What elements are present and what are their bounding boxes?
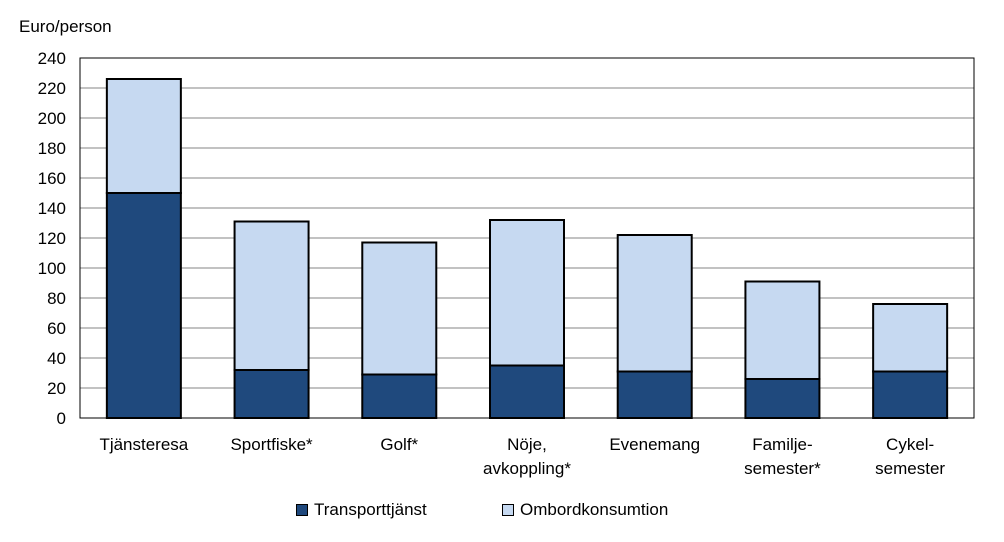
bar-segment bbox=[233, 220, 310, 371]
y-tick-label: 100 bbox=[38, 259, 66, 278]
y-axis-title: Euro/person bbox=[19, 17, 112, 36]
bar-segment bbox=[361, 373, 438, 419]
x-tick-label: Evenemang bbox=[609, 435, 700, 454]
legend-swatch-ombordkonsumtion bbox=[502, 504, 514, 516]
y-tick-label: 20 bbox=[47, 379, 66, 398]
x-tick-label: Sportfiske* bbox=[230, 435, 313, 454]
bar-segment bbox=[744, 280, 821, 380]
bar-segment bbox=[872, 370, 949, 419]
y-tick-label: 160 bbox=[38, 169, 66, 188]
bars bbox=[105, 78, 949, 419]
bar-segment bbox=[744, 378, 821, 419]
y-tick-label: 80 bbox=[47, 289, 66, 308]
x-tick-label: semester* bbox=[744, 459, 821, 478]
y-tick-label: 180 bbox=[38, 139, 66, 158]
bar-segment bbox=[105, 78, 182, 194]
bar-segment bbox=[361, 241, 438, 376]
bar-segment bbox=[489, 364, 565, 419]
legend: Transporttjänst Ombordkonsumtion bbox=[0, 500, 1004, 528]
x-tick-label: Tjänsteresa bbox=[99, 435, 188, 454]
y-tick-label: 60 bbox=[47, 319, 66, 338]
y-tick-label: 40 bbox=[47, 349, 66, 368]
legend-item-ombordkonsumtion: Ombordkonsumtion bbox=[502, 500, 668, 520]
bar-segment bbox=[616, 234, 693, 373]
x-tick-label: Nöje, bbox=[507, 435, 547, 454]
chart-svg: Euro/person 0 20 40 60 80 100 120 140 160 180 200 2… bbox=[19, 17, 975, 478]
x-tick-labels: Tjänsteresa Sportfiske* Golf* Nöje, avkoppli… bbox=[99, 435, 945, 478]
y-tick-label: 0 bbox=[57, 409, 66, 428]
y-tick-label: 240 bbox=[38, 49, 66, 68]
y-tick-label: 220 bbox=[38, 79, 66, 98]
x-tick-label: avkoppling* bbox=[483, 459, 571, 478]
bar-segment bbox=[233, 369, 310, 419]
y-tick-label: 120 bbox=[38, 229, 66, 248]
legend-swatch-transporttjanst bbox=[296, 504, 308, 516]
legend-label-transporttjanst: Transporttjänst bbox=[314, 500, 427, 519]
plot-area-frame bbox=[79, 57, 975, 419]
legend-label-ombordkonsumtion: Ombordkonsumtion bbox=[520, 500, 669, 519]
x-tick-label: Cykel- bbox=[886, 435, 934, 454]
y-tick-label: 140 bbox=[38, 199, 66, 218]
bar-segment bbox=[616, 370, 693, 419]
bar-segment bbox=[105, 192, 182, 419]
bar-segment bbox=[489, 219, 565, 367]
y-tick-labels: 0 20 40 60 80 100 120 140 160 180 200 220 240 bbox=[38, 49, 66, 428]
bar-segment bbox=[872, 303, 949, 373]
x-tick-label: semester bbox=[875, 459, 945, 478]
x-tick-label: Familje- bbox=[752, 435, 812, 454]
legend-item-transporttjanst: Transporttjänst bbox=[296, 500, 427, 520]
y-tick-label: 200 bbox=[38, 109, 66, 128]
x-tick-label: Golf* bbox=[380, 435, 418, 454]
